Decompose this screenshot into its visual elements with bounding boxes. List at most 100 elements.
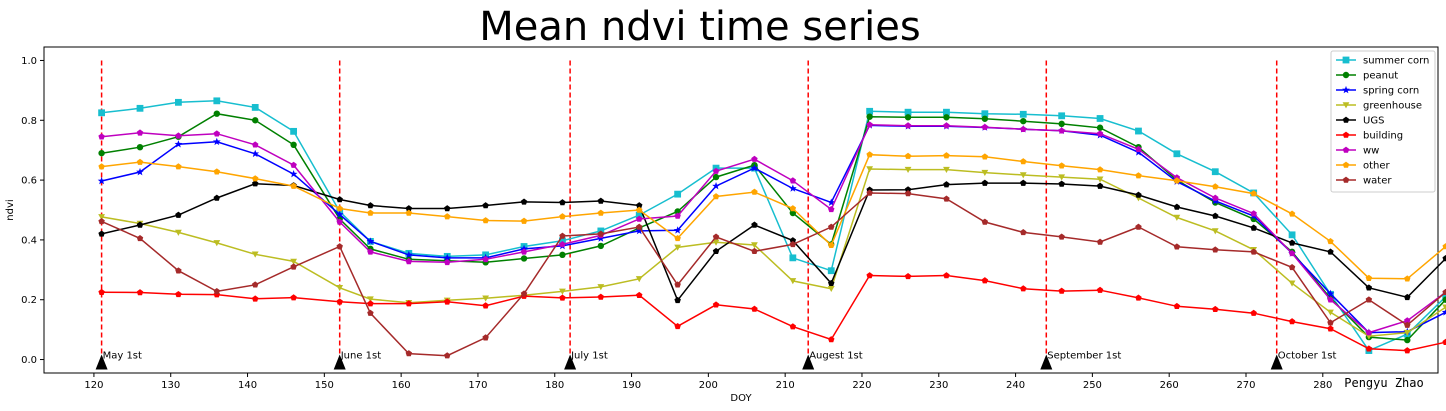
data-point <box>904 108 912 116</box>
data-point <box>636 215 643 222</box>
data-point <box>636 223 643 230</box>
data-point <box>1365 296 1373 303</box>
data-point <box>597 209 605 216</box>
data-point <box>597 230 605 237</box>
data-point <box>943 122 950 129</box>
data-point <box>175 211 182 218</box>
series-line <box>101 153 1446 280</box>
data-point <box>443 213 451 220</box>
y-tick-label: 0.6 <box>21 176 37 187</box>
data-point <box>943 152 950 159</box>
data-point <box>251 104 259 111</box>
y-tick-label: 0.4 <box>21 235 37 246</box>
data-point <box>290 161 297 168</box>
data-point <box>213 194 221 201</box>
data-point <box>1173 243 1181 250</box>
data-point <box>1365 329 1373 336</box>
data-point <box>174 140 183 148</box>
data-point <box>252 117 259 124</box>
data-point <box>789 177 797 184</box>
x-tick-label: 270 <box>1236 380 1255 391</box>
data-point <box>636 206 643 213</box>
author-signature: Pengyu Zhao <box>1344 376 1423 390</box>
data-point <box>1020 117 1027 125</box>
data-point <box>520 248 528 255</box>
data-point <box>482 217 489 224</box>
data-point <box>335 210 344 218</box>
data-point <box>98 217 105 225</box>
data-point <box>559 288 566 295</box>
legend-marker <box>1342 161 1350 168</box>
data-point <box>97 176 106 185</box>
data-point <box>175 267 182 274</box>
data-point <box>1288 239 1296 246</box>
data-point <box>405 209 413 216</box>
data-point <box>1212 246 1219 253</box>
data-point <box>1096 130 1104 137</box>
x-tick-label: 140 <box>238 380 257 391</box>
data-point <box>290 127 298 135</box>
data-point <box>482 255 489 263</box>
data-point <box>674 190 682 198</box>
y-axis-label: ndvi <box>5 199 16 220</box>
data-point <box>98 288 105 295</box>
data-point <box>175 229 182 236</box>
data-point <box>405 258 413 265</box>
data-point <box>981 110 989 118</box>
data-point <box>1019 110 1027 118</box>
data-point <box>751 242 758 249</box>
data-point <box>1212 305 1219 313</box>
data-point <box>866 121 873 128</box>
x-tick-label: 260 <box>1160 380 1179 391</box>
data-point <box>136 235 144 242</box>
data-point <box>1326 289 1335 298</box>
data-point <box>1058 127 1065 134</box>
data-point <box>904 152 912 159</box>
legend-label: other <box>1363 161 1391 172</box>
data-point <box>98 149 105 157</box>
data-point <box>251 180 259 187</box>
data-point <box>1020 125 1027 132</box>
month-triangle-0 <box>95 354 108 370</box>
month-triangle-5 <box>1270 354 1283 370</box>
data-point <box>1442 296 1446 303</box>
data-point <box>828 241 835 249</box>
month-marker-annotations: May 1st June 1st July 1st Augest 1st Septemb… <box>95 351 1336 370</box>
y-tick-label: 0.2 <box>21 295 37 306</box>
data-point <box>712 239 720 246</box>
data-point <box>904 186 912 193</box>
month-label-2: July 1st <box>570 351 608 362</box>
data-point <box>213 240 221 247</box>
legend-marker <box>1342 116 1350 123</box>
data-point <box>904 114 912 121</box>
x-tick-label: 210 <box>776 380 795 391</box>
data-point <box>1250 248 1257 255</box>
data-point <box>1020 229 1027 236</box>
data-point <box>136 167 144 176</box>
legend-marker <box>1342 131 1350 138</box>
plot-area-frame <box>43 46 1439 374</box>
data-point <box>943 166 950 174</box>
data-point <box>98 230 105 237</box>
data-point <box>98 133 105 140</box>
data-point <box>712 167 720 174</box>
x-tick-label: 280 <box>1313 380 1332 391</box>
data-point <box>482 334 489 341</box>
x-axis-label: DOY <box>730 393 752 404</box>
series-spring-corn <box>97 121 1446 336</box>
data-point <box>1404 275 1411 282</box>
data-point <box>636 202 643 209</box>
data-point <box>367 309 374 316</box>
data-point <box>1404 317 1411 324</box>
data-point <box>1212 212 1219 219</box>
data-point <box>1096 238 1104 245</box>
data-point <box>1135 191 1142 198</box>
data-point <box>98 163 105 170</box>
data-point <box>367 202 374 209</box>
legend-label: spring corn <box>1363 86 1419 97</box>
data-point <box>136 158 144 165</box>
data-point <box>559 251 566 259</box>
data-point <box>828 223 835 230</box>
data-point <box>981 179 989 186</box>
data-point <box>981 115 989 122</box>
